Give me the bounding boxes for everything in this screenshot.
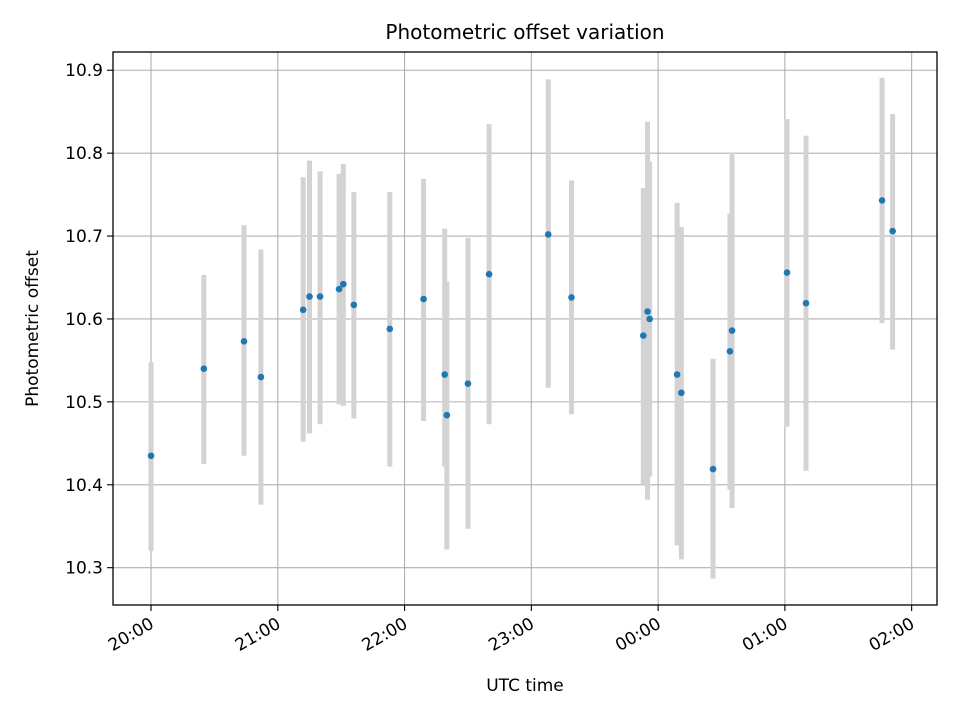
data-point — [443, 411, 451, 419]
data-point — [299, 306, 307, 314]
y-tick-label: 10.6 — [65, 310, 103, 330]
y-tick-label: 10.5 — [65, 393, 103, 413]
data-point — [420, 295, 427, 303]
data-point — [673, 371, 681, 378]
y-tick-label: 10.4 — [65, 476, 103, 496]
chart-title: Photometric offset variation — [385, 20, 664, 44]
data-point — [726, 347, 734, 355]
data-point — [889, 227, 896, 235]
data-point — [640, 332, 647, 339]
data-point — [485, 270, 493, 278]
y-axis-label: Photometric offset — [23, 250, 43, 407]
data-point — [441, 371, 449, 378]
data-point — [646, 315, 653, 323]
data-point — [339, 280, 347, 288]
data-point — [240, 338, 248, 345]
data-point — [568, 294, 575, 301]
y-tick-label: 10.9 — [65, 61, 103, 81]
data-points — [147, 197, 896, 473]
y-tick-label: 10.8 — [65, 144, 103, 164]
data-point — [257, 373, 265, 381]
data-point — [644, 308, 651, 315]
data-point — [200, 365, 208, 373]
y-tick-label: 10.7 — [65, 227, 103, 247]
data-point — [464, 380, 472, 387]
data-point — [306, 293, 313, 300]
data-point — [728, 327, 736, 334]
data-point — [147, 452, 155, 460]
x-axis-label: UTC time — [486, 676, 564, 696]
data-point — [544, 231, 552, 238]
data-point — [316, 293, 324, 300]
data-point — [802, 299, 810, 307]
plot-area-frame — [112, 51, 938, 606]
data-point — [709, 465, 717, 473]
data-point — [878, 197, 886, 204]
data-point — [386, 325, 394, 333]
data-point — [335, 285, 343, 293]
y-tick-label: 10.3 — [65, 559, 103, 579]
data-point — [350, 301, 358, 309]
data-point — [678, 389, 685, 397]
data-point — [783, 269, 791, 276]
